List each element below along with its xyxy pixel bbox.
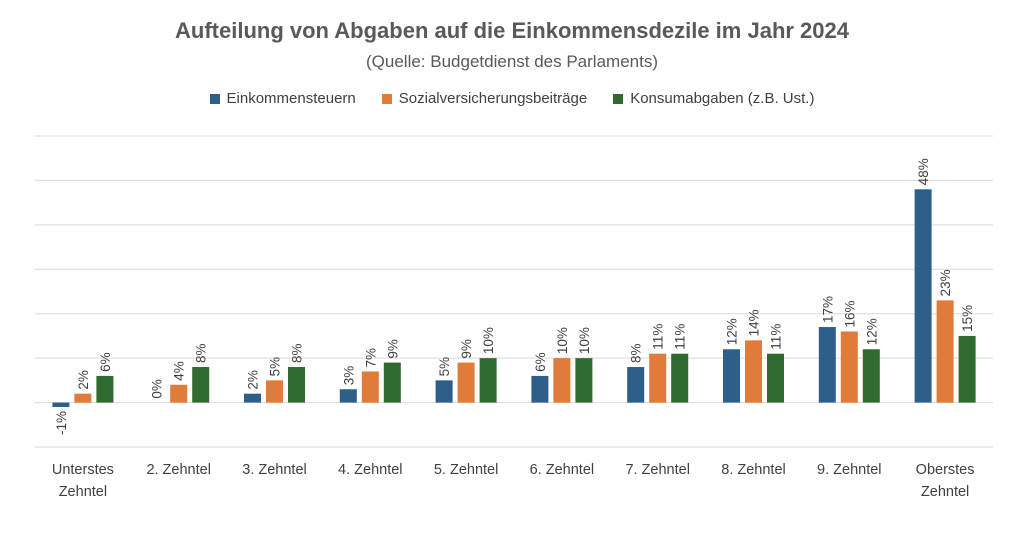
category-label: 3. Zehntel — [242, 462, 307, 478]
data-label: 11% — [651, 324, 666, 350]
bar-einkommensteuern — [531, 375, 549, 403]
category-label: Oberstes — [916, 462, 975, 478]
bar-sozialversicherung — [170, 384, 188, 403]
bar-konsumabgaben — [671, 353, 689, 403]
legend-label-sozialversicherung: Sozialversicherungsbeiträge — [398, 90, 588, 107]
data-label: 7% — [363, 348, 378, 368]
bar-konsumabgaben — [96, 375, 114, 403]
bar-konsumabgaben — [767, 353, 784, 403]
chart-title: Aufteilung von Abgaben auf die Einkommen… — [175, 18, 849, 43]
data-label: 12% — [864, 318, 879, 345]
legend-label-einkommensteuern: Einkommensteuern — [226, 90, 356, 107]
bar-sozialversicherung — [936, 300, 954, 403]
bar-einkommensteuern — [818, 327, 836, 403]
data-label: 11% — [769, 324, 784, 350]
legend-label-konsumabgaben: Konsumabgaben (z.B. Ust.) — [630, 90, 815, 107]
data-label: 17% — [820, 296, 835, 323]
data-label: 12% — [725, 318, 740, 345]
legend-swatch-sozialversicherung — [381, 93, 392, 104]
category-label: 5. Zehntel — [434, 462, 499, 478]
chart-legend: Einkommensteuern Sozialversicherungsbeit… — [0, 90, 1024, 107]
data-label: 5% — [268, 357, 283, 377]
bar-konsumabgaben — [575, 358, 593, 403]
data-label: 10% — [555, 327, 570, 354]
data-label: 14% — [747, 309, 762, 336]
legend-swatch-konsumabgaben — [613, 93, 624, 104]
bar-konsumabgaben — [288, 367, 305, 403]
data-label: 0% — [150, 379, 165, 399]
bar-sozialversicherung — [745, 340, 762, 403]
bar-konsumabgaben — [958, 335, 976, 403]
bar-konsumabgaben — [479, 358, 497, 403]
category-label: 7. Zehntel — [625, 462, 690, 478]
data-label: 23% — [938, 269, 953, 296]
bar-sozialversicherung — [553, 358, 571, 403]
bar-einkommensteuern — [339, 389, 357, 403]
bar-sozialversicherung — [266, 380, 283, 403]
bar-sozialversicherung — [457, 362, 475, 403]
bar-einkommensteuern — [723, 349, 740, 403]
bar-sozialversicherung — [361, 371, 379, 403]
bar-einkommensteuern — [52, 402, 70, 408]
data-label: 9% — [385, 339, 400, 359]
data-label: 2% — [246, 370, 261, 390]
data-label: -1% — [54, 411, 69, 435]
data-label: 3% — [341, 366, 356, 386]
legend-item-konsumabgaben: Konsumabgaben (z.B. Ust.) — [613, 90, 814, 107]
data-label: 16% — [842, 300, 857, 327]
category-label: 6. Zehntel — [530, 462, 595, 478]
data-label: 15% — [960, 305, 975, 332]
category-label: Unterstes — [52, 462, 114, 478]
category-label: 4. Zehntel — [338, 462, 403, 478]
data-label: 8% — [290, 344, 305, 364]
data-label: 2% — [76, 370, 91, 390]
data-label: 6% — [533, 352, 548, 372]
chart-subtitle: (Quelle: Budgetdienst des Parlaments) — [366, 52, 658, 71]
data-label: 10% — [577, 327, 592, 354]
data-label: 8% — [629, 344, 644, 364]
bar-einkommensteuern — [914, 189, 932, 403]
bar-sozialversicherung — [840, 331, 858, 403]
data-label: 6% — [98, 352, 113, 372]
category-label: Zehntel — [59, 484, 107, 500]
bar-sozialversicherung — [649, 353, 667, 403]
category-label: 8. Zehntel — [721, 462, 786, 478]
bar-einkommensteuern — [244, 393, 261, 403]
legend-item-sozialversicherung: Sozialversicherungsbeiträge — [381, 90, 588, 107]
bar-konsumabgaben — [383, 362, 401, 403]
data-label: 48% — [916, 158, 931, 185]
bar-konsumabgaben — [862, 349, 880, 403]
bar-sozialversicherung — [74, 393, 92, 403]
legend-swatch-einkommensteuern — [209, 93, 220, 104]
data-label: 11% — [673, 324, 688, 350]
data-label: 10% — [481, 327, 496, 354]
legend-item-einkommensteuern: Einkommensteuern — [209, 90, 356, 107]
bar-einkommensteuern — [435, 380, 453, 403]
data-label: 4% — [172, 361, 187, 381]
data-label: 9% — [459, 339, 474, 359]
data-label: 5% — [437, 357, 452, 377]
data-label: 8% — [194, 344, 209, 364]
bar-konsumabgaben — [192, 367, 210, 403]
category-label: Zehntel — [921, 484, 969, 500]
category-label: 9. Zehntel — [817, 462, 882, 478]
bar-einkommensteuern — [627, 367, 645, 403]
category-label: 2. Zehntel — [146, 462, 211, 478]
